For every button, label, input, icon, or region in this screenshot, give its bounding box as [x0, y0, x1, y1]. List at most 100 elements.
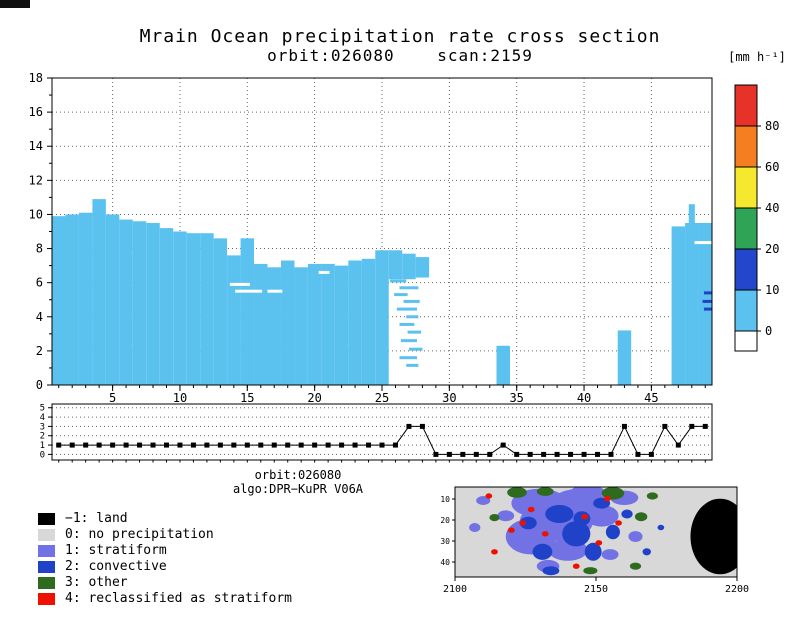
top-left-artifact: [0, 0, 30, 8]
precip-dash: [229, 282, 250, 286]
map-blob: [562, 521, 591, 547]
rain-type-marker: [608, 451, 614, 457]
strip-y-tick-label: 5: [40, 404, 45, 414]
rain-type-marker: [150, 442, 156, 448]
map-blob: [497, 510, 515, 522]
colorbar-segment: [734, 289, 758, 332]
precip-column: [402, 253, 416, 280]
map-x-tick-label: 2100: [443, 584, 467, 595]
colorbar-label: 10: [765, 283, 779, 297]
map-blob: [642, 548, 651, 556]
colorbar-segment: [734, 84, 758, 127]
precip-dash: [235, 289, 263, 293]
rain-type-marker: [352, 442, 358, 448]
rain-type-marker: [258, 442, 264, 448]
y-tick-label: 0: [36, 378, 43, 392]
map-blob: [573, 511, 591, 526]
map-blob: [601, 549, 619, 560]
map-blob: [508, 527, 515, 533]
rain-type-marker: [392, 442, 398, 448]
rain-type-marker: [419, 423, 425, 429]
map-y-tick-label: 30: [440, 537, 450, 546]
rain-type-marker: [527, 451, 533, 457]
map-blob: [583, 567, 598, 575]
precip-dash: [694, 241, 712, 245]
strip-y-tick-label: 1: [40, 441, 45, 451]
rain-type-marker: [487, 451, 493, 457]
rain-type-marker: [285, 442, 291, 448]
map-blob: [634, 512, 648, 522]
rain-type-marker: [217, 442, 223, 448]
precip-dash: [702, 299, 712, 303]
y-tick-label: 4: [36, 310, 43, 324]
rain-type-marker: [581, 451, 587, 457]
precip-dash: [394, 293, 408, 297]
precip-column: [227, 255, 241, 385]
legend-label: 1: stratiform: [65, 542, 167, 558]
precip-dash: [390, 279, 407, 283]
precip-column: [186, 233, 201, 385]
colorbar-label: 60: [765, 160, 779, 174]
x-tick-label: 5: [109, 391, 116, 405]
map-x-tick-label: 2150: [584, 584, 608, 595]
rain-type-marker: [554, 451, 560, 457]
precip-column: [294, 267, 308, 385]
map-y-tick-label: 20: [440, 516, 450, 525]
y-tick-label: 16: [29, 105, 43, 119]
rain-type-marker: [379, 442, 385, 448]
legend-swatch: [38, 592, 55, 605]
legend-label: −1: land: [65, 510, 128, 526]
precip-column: [78, 212, 93, 385]
precip-column: [688, 204, 695, 385]
legend-label: 0: no precipitation: [65, 526, 214, 542]
colorbar-label: 0: [765, 324, 772, 338]
precip-column: [334, 265, 349, 385]
map-y-tick-label: 40: [440, 558, 450, 567]
rain-type-marker: [325, 442, 331, 448]
legend-item: −1: land: [38, 511, 292, 526]
legend-label: 4: reclassified as stratiform: [65, 590, 292, 606]
legend: −1: land 0: no precipitation 1: stratiform…: [38, 511, 292, 607]
map-blob: [621, 509, 633, 519]
y-tick-label: 18: [29, 71, 43, 85]
x-tick-label: 15: [240, 391, 254, 405]
precip-column: [415, 257, 430, 278]
map-blob: [603, 496, 611, 502]
strip-y-tick-label: 4: [40, 413, 45, 423]
rain-type-marker: [635, 451, 641, 457]
rain-type-marker: [56, 442, 62, 448]
colorbar-segment: [734, 330, 758, 352]
colorbar-segment: [734, 207, 758, 250]
map-blob: [469, 523, 481, 532]
precip-column: [321, 263, 335, 385]
y-tick-label: 14: [29, 139, 43, 153]
rain-type-marker: [244, 442, 250, 448]
precip-column: [119, 219, 133, 385]
map-blob: [717, 509, 737, 564]
map-blob: [532, 543, 553, 560]
x-tick-label: 25: [375, 391, 389, 405]
precip-dash: [403, 299, 420, 303]
x-tick-label: 30: [442, 391, 456, 405]
precip-column: [496, 345, 510, 385]
legend-item: 4: reclassified as stratiform: [38, 591, 292, 606]
precip-column: [65, 214, 79, 385]
precip-column: [213, 238, 228, 385]
rain-type-marker: [366, 442, 372, 448]
classification-map: 2100 2150 2200 10 20 30 40: [440, 486, 749, 595]
map-blob: [615, 520, 622, 526]
rain-type-marker: [473, 451, 479, 457]
legend-item: 1: stratiform: [38, 543, 292, 558]
rain-type-marker: [190, 442, 196, 448]
precip-dash: [406, 363, 419, 367]
rain-type-marker: [123, 442, 129, 448]
cross-section-plot: 0 2 4 6 8 10 12 14 16 18 5 10 15 20 25 30 35 40 45: [29, 71, 713, 405]
precip-dash: [407, 330, 422, 334]
precip-column: [132, 221, 147, 385]
rain-type-marker: [271, 442, 277, 448]
precip-column: [348, 260, 362, 385]
x-tick-label: 35: [509, 391, 523, 405]
precip-column: [671, 226, 686, 385]
x-tick-label: 10: [173, 391, 187, 405]
